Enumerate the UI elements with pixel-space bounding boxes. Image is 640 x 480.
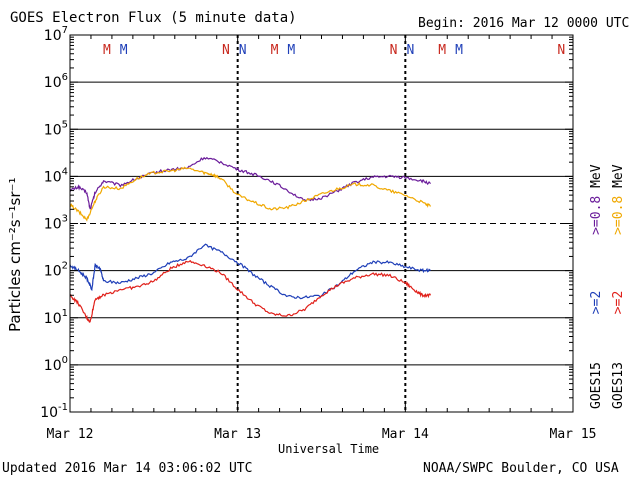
x-tick-label: Mar 13 bbox=[214, 427, 261, 442]
x-tick-label: Mar 12 bbox=[47, 427, 94, 442]
series-group bbox=[69, 156, 432, 324]
y-tick-label: 104 bbox=[44, 166, 68, 185]
legend-goes13: GOES13 bbox=[611, 362, 626, 409]
orbit-marker-m-g15: M bbox=[287, 43, 295, 58]
legend-mev-left: MeV bbox=[589, 164, 604, 188]
y-tick-label: 106 bbox=[44, 72, 68, 91]
orbit-marker-m-g13: M bbox=[271, 43, 279, 58]
y-tick-label: 102 bbox=[44, 261, 68, 280]
y-tick-label: 103 bbox=[44, 214, 68, 233]
legend-g13-08mev: >=0.8 bbox=[611, 195, 626, 235]
y-tick-label: 100 bbox=[44, 355, 68, 374]
y-tick-label: 10-1 bbox=[40, 402, 68, 421]
orbit-marker-m-g15: M bbox=[455, 43, 463, 58]
axis-ticks bbox=[69, 35, 574, 413]
legend-g15-2mev: >=2 bbox=[589, 290, 604, 315]
orbit-marker-n-g15: N bbox=[406, 43, 414, 58]
credit-text: NOAA/SWPC Boulder, CO USA bbox=[423, 461, 619, 476]
x-tick-label: Mar 15 bbox=[550, 427, 597, 442]
gridlines bbox=[70, 81, 573, 366]
series-goes15-08mev bbox=[69, 156, 431, 210]
updated-timestamp: Updated 2016 Mar 14 03:06:02 UTC bbox=[2, 461, 253, 476]
orbit-marker-m-g13: M bbox=[103, 43, 111, 58]
legend-col-left: GOES15 >=2 >=0.8 MeV bbox=[589, 164, 604, 409]
y-tick-label: 105 bbox=[44, 119, 68, 138]
series-goes13-08mev bbox=[69, 166, 432, 222]
legend-g15-08mev: >=0.8 bbox=[589, 195, 604, 235]
legend-mev-right: MeV bbox=[611, 164, 626, 188]
legend-col-right: GOES13 >=2 >=0.8 MeV bbox=[611, 164, 626, 409]
x-tick-label: Mar 14 bbox=[382, 427, 429, 442]
y-tick-labels: 10-1 100 101 102 103 104 105 106 107 bbox=[40, 25, 68, 421]
y-tick-label: 107 bbox=[44, 25, 68, 44]
series-goes15-2mev bbox=[69, 243, 431, 300]
orbit-marker-n-g13: N bbox=[390, 43, 398, 58]
chart-title: GOES Electron Flux (5 minute data) bbox=[10, 10, 297, 26]
orbit-marker-n-g13: N bbox=[557, 43, 565, 58]
legend-goes15: GOES15 bbox=[589, 362, 604, 409]
orbit-marker-m-g13: M bbox=[438, 43, 446, 58]
series-goes13-2mev bbox=[69, 259, 432, 324]
x-tick-labels: Mar 12 Mar 13 Mar 14 Mar 15 bbox=[47, 427, 597, 442]
orbit-marker-m-g15: M bbox=[120, 43, 128, 58]
orbit-marker-n-g13: N bbox=[222, 43, 230, 58]
orbit-marker-n-g15: N bbox=[239, 43, 247, 58]
begin-time: Begin: 2016 Mar 12 0000 UTC bbox=[418, 16, 630, 31]
y-tick-label: 101 bbox=[44, 308, 68, 327]
x-axis-label: Universal Time bbox=[278, 442, 380, 456]
legend-g13-2mev: >=2 bbox=[611, 290, 626, 315]
orbit-markers: M M MN N NM M MN N bbox=[103, 43, 565, 58]
day-divider-lines bbox=[236, 35, 407, 412]
y-axis-label: Particles cm⁻²s⁻¹sr⁻¹ bbox=[6, 177, 24, 332]
